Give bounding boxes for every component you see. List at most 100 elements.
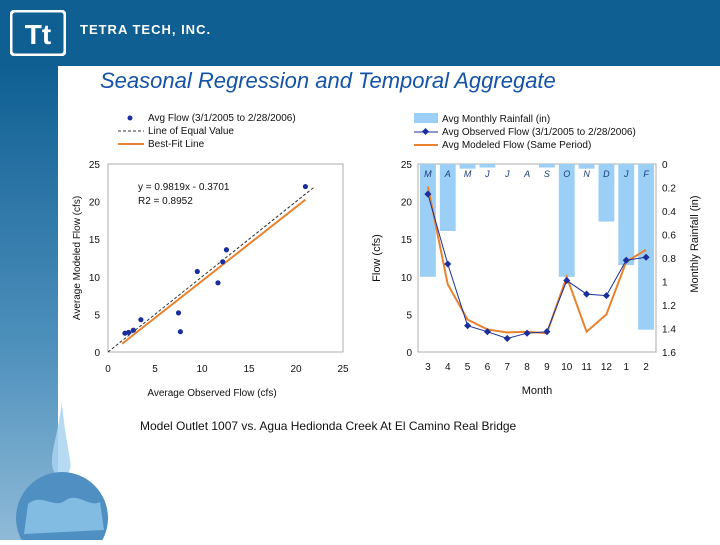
monthly-y2-tick-1: 0.2 xyxy=(662,184,676,195)
scatter-points xyxy=(122,183,308,336)
monthly-y-label: Flow (cfs) xyxy=(371,234,383,282)
monthly-y-tick-1: 5 xyxy=(406,310,412,321)
scatter-y-label: Average Modeled Flow (cfs) xyxy=(72,196,83,320)
month-letter-0: M xyxy=(424,169,432,179)
legend-marker-avg-flow xyxy=(127,115,133,121)
monthly-y2-ticks: 0 0.2 0.4 0.6 0.8 1 1.2 1.4 1.6 xyxy=(662,160,676,359)
scatter-point-6 xyxy=(194,268,200,275)
scatter-chart: 0 5 10 15 20 25 0 5 10 15 20 25 y = 0.9819x - 0.37… xyxy=(72,113,349,399)
monthly-y2-tick-2: 0.4 xyxy=(662,207,676,218)
slide-title: Seasonal Regression and Temporal Aggrega… xyxy=(100,68,556,93)
rainfall-bar-0 xyxy=(419,164,436,277)
monthly-y-tick-5: 25 xyxy=(401,160,413,171)
rainfall-bar-7 xyxy=(558,164,575,277)
scatter-x-tick-3: 15 xyxy=(243,364,255,375)
best-fit-line xyxy=(121,198,307,345)
scatter-point-4 xyxy=(175,310,182,316)
figure-caption: Model Outlet 1007 vs. Agua Hedionda Cree… xyxy=(140,419,517,433)
legend-marker-observed-point xyxy=(421,127,430,136)
scatter-point-7 xyxy=(215,280,221,286)
scatter-point-3 xyxy=(138,317,144,323)
observed-point-9 xyxy=(602,292,610,300)
monthly-y2-tick-3: 0.6 xyxy=(662,231,676,242)
observed-point-0 xyxy=(424,190,432,198)
scatter-y-tick-1: 5 xyxy=(94,310,100,321)
monthly-y2-tick-0: 0 xyxy=(662,160,668,171)
monthly-x-label: Month xyxy=(522,385,553,397)
monthly-x-tick-11: 2 xyxy=(643,362,649,373)
month-letter-11: F xyxy=(643,169,649,179)
globe-droplet-icon xyxy=(4,400,124,545)
scatter-x-tick-4: 20 xyxy=(290,364,302,375)
monthly-y-tick-0: 0 xyxy=(406,348,412,359)
monthly-y-ticks: 0 5 10 15 20 25 xyxy=(401,160,413,359)
month-letter-9: D xyxy=(603,169,610,179)
rainfall-bar-2 xyxy=(459,164,476,169)
scatter-x-tick-1: 5 xyxy=(152,364,158,375)
header-band xyxy=(0,0,720,66)
legend-label-equal: Line of Equal Value xyxy=(148,126,234,137)
observed-point-3 xyxy=(483,328,491,336)
monthly-x-tick-2: 5 xyxy=(465,362,471,373)
legend-label-avg-flow: Avg Flow (3/1/2005 to 2/28/2006) xyxy=(148,113,296,124)
month-letter-1: A xyxy=(444,169,451,179)
rainfall-bar-11 xyxy=(638,164,655,330)
monthly-x-tick-3: 6 xyxy=(485,362,491,373)
month-letter-3: J xyxy=(484,169,490,179)
legend-label-modeled: Avg Modeled Flow (Same Period) xyxy=(442,140,591,151)
left-decor-band xyxy=(0,66,58,540)
scatter-x-ticks: 0 5 10 15 20 25 xyxy=(105,364,349,375)
monthly-x-tick-4: 7 xyxy=(504,362,510,373)
monthly-x-tick-1: 4 xyxy=(445,362,451,373)
rainfall-bar-8 xyxy=(578,164,595,169)
month-letter-7: O xyxy=(563,169,570,179)
month-letter-6: S xyxy=(544,169,550,179)
scatter-y-tick-3: 15 xyxy=(89,235,101,246)
legend-label-fit: Best-Fit Line xyxy=(148,139,205,150)
monthly-y-tick-3: 15 xyxy=(401,235,413,246)
rainfall-bar-10 xyxy=(618,164,635,266)
monthly-x-tick-0: 3 xyxy=(425,362,431,373)
month-letter-5: A xyxy=(523,169,530,179)
monthly-plot-area xyxy=(417,163,657,353)
monthly-x-tick-8: 11 xyxy=(581,362,592,373)
scatter-y-tick-5: 25 xyxy=(89,160,101,171)
monthly-x-tick-5: 8 xyxy=(524,362,530,373)
observed-point-11 xyxy=(642,253,650,261)
rainfall-bar-9 xyxy=(598,164,615,222)
scatter-point-5 xyxy=(177,329,183,335)
observed-point-2 xyxy=(464,322,472,330)
scatter-x-tick-5: 25 xyxy=(337,364,349,375)
company-logo: Tt xyxy=(9,9,67,57)
line-of-equal-value xyxy=(107,186,316,353)
month-letter-8: N xyxy=(583,169,590,179)
legend-label-rainfall: Avg Monthly Rainfall (in) xyxy=(442,114,550,125)
legend-marker-rainfall xyxy=(414,113,438,123)
r-squared: R2 = 0.8952 xyxy=(138,196,193,207)
observed-point-7 xyxy=(563,277,571,285)
observed-point-8 xyxy=(583,290,591,298)
month-letter-4: J xyxy=(504,169,510,179)
scatter-point-8 xyxy=(220,259,226,265)
month-letter-10: J xyxy=(623,169,629,179)
monthly-y2-label: Monthly Rainfall (in) xyxy=(689,195,701,292)
month-letter-2: M xyxy=(464,169,472,179)
observed-flow-line xyxy=(427,193,647,339)
monthly-y-tick-4: 20 xyxy=(401,198,413,209)
scatter-point-2 xyxy=(130,327,136,333)
monthly-y2-tick-4: 0.8 xyxy=(662,254,676,265)
monthly-y2-tick-6: 1.2 xyxy=(662,301,676,312)
scatter-y-tick-4: 20 xyxy=(89,198,101,209)
monthly-y2-tick-8: 1.6 xyxy=(662,348,676,359)
rainfall-bar-1 xyxy=(439,164,456,231)
monthly-x-tick-9: 12 xyxy=(601,362,613,373)
rainfall-bar-3 xyxy=(479,164,496,168)
monthly-x-tick-7: 10 xyxy=(561,362,573,373)
monthly-y-tick-2: 10 xyxy=(401,273,413,284)
monthly-y2-tick-5: 1 xyxy=(662,278,668,289)
legend-label-observed: Avg Observed Flow (3/1/2005 to 2/28/2006… xyxy=(442,127,636,138)
scatter-x-tick-0: 0 xyxy=(105,364,111,375)
scatter-point-9 xyxy=(223,247,230,253)
